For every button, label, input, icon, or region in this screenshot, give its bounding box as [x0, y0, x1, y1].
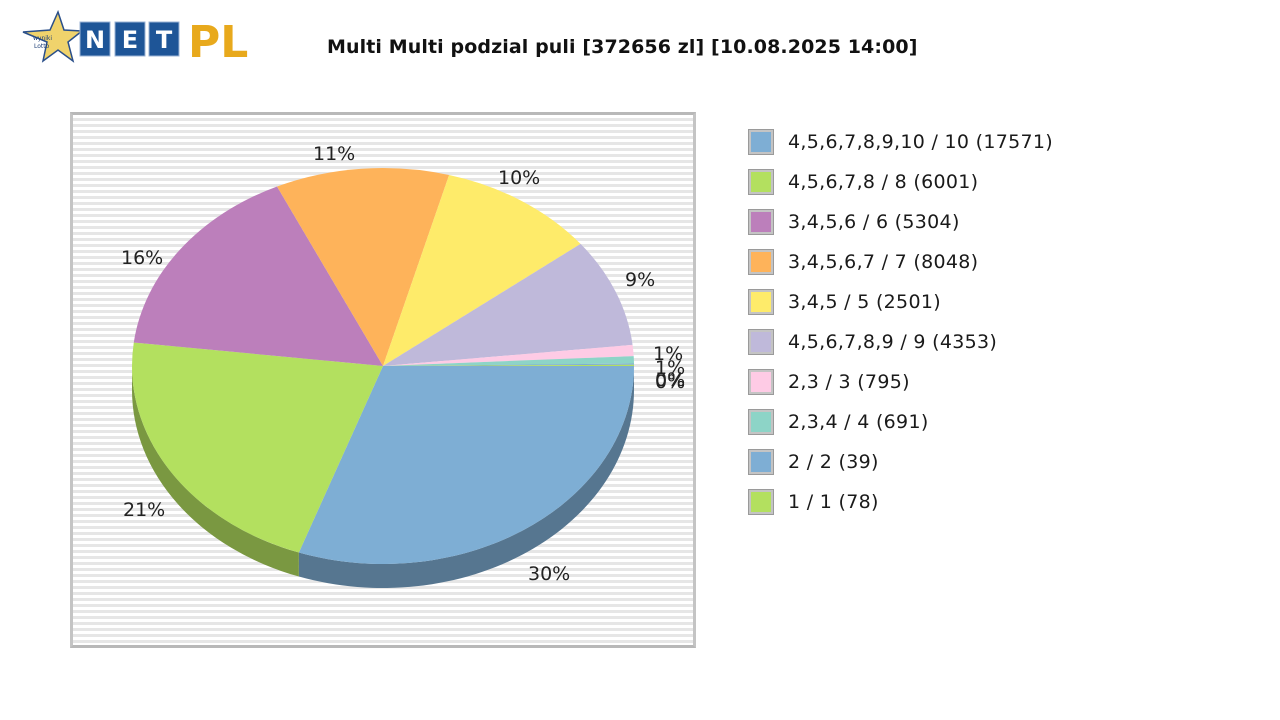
legend-swatch — [748, 289, 774, 315]
legend-label: 3,4,5,6,7 / 7 (8048) — [788, 251, 979, 273]
legend-item: 3,4,5,6 / 6 (5304) — [748, 202, 1053, 242]
legend-swatch — [748, 249, 774, 275]
slice-percent-label: 11% — [313, 143, 356, 165]
legend-label: 3,4,5,6 / 6 (5304) — [788, 211, 960, 233]
slice-percent-label: 0% — [655, 371, 686, 393]
legend-item: 2,3,4 / 4 (691) — [748, 402, 1053, 442]
legend-swatch — [748, 129, 774, 155]
logo-letter-t: T — [156, 26, 173, 54]
plot-area: 30% 21% 16% 11% 10% 9% 1% 1% 0% 0% — [70, 112, 696, 648]
legend-swatch — [748, 169, 774, 195]
legend: 4,5,6,7,8,9,10 / 10 (17571) 4,5,6,7,8 / 8… — [748, 122, 1053, 522]
legend-swatch — [748, 409, 774, 435]
pie-slice-side — [298, 366, 634, 588]
pie-slice-side — [132, 366, 299, 577]
legend-label: 2,3 / 3 (795) — [788, 371, 910, 393]
logo-graphic: wyniki Lotto N E T PL — [22, 9, 248, 68]
legend-item: 4,5,6,7,8 / 8 (6001) — [748, 162, 1053, 202]
legend-swatch — [748, 489, 774, 515]
legend-label: 4,5,6,7,8,9 / 9 (4353) — [788, 331, 998, 353]
slice-percent-label: 1% — [653, 343, 684, 365]
legend-label: 3,4,5 / 5 (2501) — [788, 291, 941, 313]
logo-badge-line2: Lotto — [34, 43, 50, 50]
legend-item: 4,5,6,7,8,9 / 9 (4353) — [748, 322, 1053, 362]
legend-item: 4,5,6,7,8,9,10 / 10 (17571) — [748, 122, 1053, 162]
logo-letter-e: E — [122, 26, 138, 54]
pie-slice — [383, 356, 634, 366]
legend-label: 1 / 1 (78) — [788, 491, 879, 513]
legend-item: 2 / 2 (39) — [748, 442, 1053, 482]
logo-suffix-pl: PL — [188, 17, 248, 68]
legend-swatch — [748, 209, 774, 235]
slice-percent-label: 21% — [123, 499, 166, 521]
legend-label: 4,5,6,7,8,9,10 / 10 (17571) — [788, 131, 1054, 153]
pie-slice — [383, 363, 634, 366]
pie-slice — [383, 243, 633, 366]
legend-label: 2,3,4 / 4 (691) — [788, 411, 929, 433]
slice-percent-label: 16% — [121, 247, 164, 269]
slice-percent-label: 0% — [655, 369, 686, 391]
pie-slice — [383, 174, 581, 366]
pie-chart — [132, 168, 634, 588]
slice-percent-label: 10% — [498, 167, 541, 189]
legend-item: 3,4,5 / 5 (2501) — [748, 282, 1053, 322]
legend-item: 3,4,5,6,7 / 7 (8048) — [748, 242, 1053, 282]
netpl-logo[interactable]: wyniki Lotto N E T PL — [20, 9, 265, 70]
legend-swatch — [748, 369, 774, 395]
legend-label: 2 / 2 (39) — [788, 451, 879, 473]
pie-slice — [277, 168, 450, 366]
slice-percent-label: 9% — [625, 269, 656, 291]
legend-item: 1 / 1 (78) — [748, 482, 1053, 522]
pie-slice — [132, 342, 383, 553]
legend-label: 4,5,6,7,8 / 8 (6001) — [788, 171, 979, 193]
chart-title: Multi Multi podzial puli [372656 zl] [10… — [327, 36, 918, 58]
logo-letter-n: N — [85, 26, 105, 54]
legend-item: 2,3 / 3 (795) — [748, 362, 1053, 402]
pie-slice — [298, 366, 634, 564]
slice-percent-label: 1% — [655, 357, 686, 379]
pie-slice — [133, 186, 383, 366]
pie-slice — [383, 344, 634, 366]
pie-slice — [383, 364, 634, 366]
legend-swatch — [748, 329, 774, 355]
logo-badge-line1: wyniki — [33, 35, 52, 42]
slice-percent-label: 30% — [528, 563, 571, 585]
legend-swatch — [748, 449, 774, 475]
